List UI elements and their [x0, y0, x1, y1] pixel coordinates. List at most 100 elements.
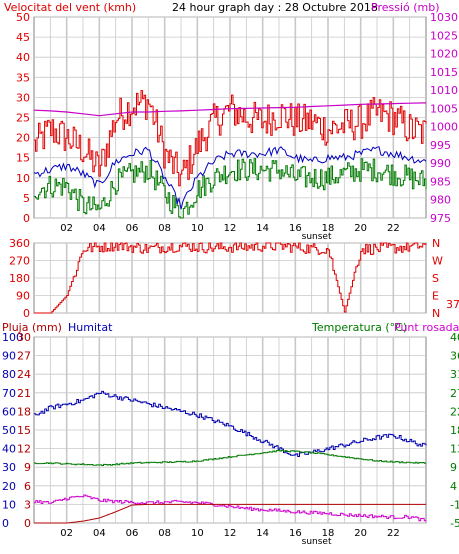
- graph-title: 24 hour graph day : 28 Octubre 2018: [172, 1, 378, 14]
- wind-y-tick: 45: [16, 31, 30, 44]
- temperature-y-tick: 4: [450, 480, 457, 493]
- wind-y-tick: 40: [16, 51, 30, 64]
- wind-lull-series: [34, 158, 427, 219]
- temp-x-tick: 22: [387, 528, 400, 539]
- compass-tick: N: [432, 307, 440, 320]
- wind-gust-series: [34, 90, 427, 187]
- wind-x-tick: 22: [387, 223, 400, 234]
- temp-x-tick: 10: [191, 528, 204, 539]
- wind-speed-label: Velocitat del vent (kmh): [4, 1, 136, 14]
- wind-y-tick: 25: [16, 112, 30, 125]
- direction-y-tick: 360: [9, 237, 30, 250]
- temp-x-tick: 20: [354, 528, 367, 539]
- direction-y-tick: 0: [23, 307, 30, 320]
- pressure-y-tick: 1025: [430, 29, 458, 42]
- wind-y-tick: 30: [16, 91, 30, 104]
- pressure-y-tick: 990: [430, 157, 451, 170]
- wind-x-tick: 12: [224, 223, 237, 234]
- temperature-y-tick: -1: [450, 498, 459, 511]
- sunset-label-1: sunset: [302, 232, 332, 242]
- rain-y-tick: 9: [24, 461, 31, 474]
- humidity-y-tick: 20: [2, 480, 16, 493]
- humidity-y-tick: 30: [2, 461, 16, 474]
- temp-x-tick: 18: [322, 528, 335, 539]
- wind-x-tick: 14: [256, 223, 269, 234]
- rain-y-tick: 12: [17, 443, 31, 456]
- rain-y-tick: 18: [17, 405, 31, 418]
- pressure-y-tick: 1015: [430, 66, 458, 79]
- temperature-y-tick: 27: [450, 387, 459, 400]
- rain-y-tick: 15: [17, 424, 31, 437]
- pressure-y-tick: 975: [430, 212, 451, 225]
- wind-y-tick: 10: [16, 172, 30, 185]
- sunset-label-3: sunset: [302, 537, 332, 547]
- humidity-y-tick: 70: [2, 387, 16, 400]
- compass-tick: N: [432, 237, 440, 250]
- pressure-series: [33, 102, 427, 117]
- dewpoint-series: [34, 494, 427, 522]
- compass-tick: E: [432, 290, 439, 303]
- wind-x-tick: 16: [289, 223, 302, 234]
- temperature-y-tick: 22: [450, 405, 459, 418]
- humidity-label: Humitat: [68, 321, 113, 334]
- pressure-label: Pressió (mb): [371, 1, 440, 14]
- temp-x-tick: 06: [126, 528, 139, 539]
- humidity-y-tick: 90: [2, 350, 16, 363]
- compass-tick: S: [432, 272, 439, 285]
- humidity-series: [34, 390, 427, 457]
- temperature-y-tick: 31: [450, 368, 459, 381]
- rain-series: [34, 503, 426, 524]
- pressure-y-tick: 980: [430, 194, 451, 207]
- temp-x-tick: 14: [256, 528, 269, 539]
- humidity-y-tick: 80: [2, 368, 16, 381]
- wind-y-tick: 35: [16, 71, 30, 84]
- temperature-y-tick: 36: [450, 350, 459, 363]
- temp-x-tick: 02: [60, 528, 73, 539]
- direction-y-tick: 180: [9, 272, 30, 285]
- temperature-y-tick: 9: [450, 461, 457, 474]
- direction-y-tick: 270: [9, 255, 30, 268]
- wind-direction-series: [34, 242, 427, 314]
- pressure-y-tick: 995: [430, 139, 451, 152]
- humidity-y-tick: 50: [2, 424, 16, 437]
- humidity-y-tick: 100: [2, 331, 23, 344]
- humidity-y-tick: 60: [2, 405, 16, 418]
- temperature-series: [34, 449, 427, 466]
- wind-y-tick: 0: [23, 212, 30, 225]
- wind-x-tick: 04: [93, 223, 106, 234]
- temp-x-tick: 12: [224, 528, 237, 539]
- pressure-y-tick: 1000: [430, 121, 458, 134]
- plot-layer: 0510152025303540455097598098599099510001…: [2, 11, 459, 547]
- wind-average-series: [33, 146, 427, 210]
- temperature-label: Temperatura (°C): [311, 321, 407, 334]
- wind-y-tick: 20: [16, 132, 30, 145]
- temp-x-tick: 16: [289, 528, 302, 539]
- temperature-y-tick: 18: [450, 424, 459, 437]
- rain-y-tick: 21: [17, 387, 31, 400]
- wind-x-tick: 20: [354, 223, 367, 234]
- wind-x-tick: 08: [158, 223, 171, 234]
- rain-y-tick: 6: [24, 480, 31, 493]
- rain-y-tick: 27: [17, 350, 31, 363]
- humidity-y-tick: 40: [2, 443, 16, 456]
- pressure-y-tick: 1010: [430, 84, 458, 97]
- wind-x-tick: 18: [322, 223, 335, 234]
- temperature-y-tick: 40: [450, 331, 459, 344]
- rain-label: Pluja (mm): [2, 321, 62, 334]
- rain-y-tick: 30: [17, 331, 31, 344]
- humidity-y-tick: 10: [2, 498, 16, 511]
- direction-y-tick: 90: [16, 290, 30, 303]
- humidity-y-tick: 0: [2, 517, 9, 530]
- temp-x-tick: 08: [158, 528, 171, 539]
- pressure-y-tick: 985: [430, 175, 451, 188]
- wind-y-tick: 5: [23, 192, 30, 205]
- wind-x-tick: 02: [60, 223, 73, 234]
- wind-y-tick: 50: [16, 11, 30, 24]
- pressure-y-tick: 1030: [430, 11, 458, 24]
- rain-y-tick: 3: [24, 498, 31, 511]
- compass-tick: W: [432, 255, 443, 268]
- direction-right-value: 37: [446, 298, 459, 311]
- temp-x-tick: 04: [93, 528, 106, 539]
- rain-y-tick: 0: [24, 517, 31, 530]
